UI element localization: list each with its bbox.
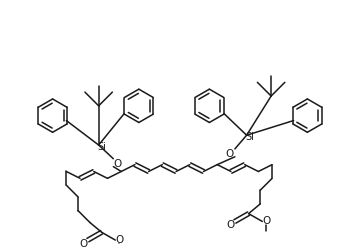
Text: Si: Si (97, 142, 106, 152)
Text: O: O (113, 159, 121, 169)
Text: Si: Si (245, 132, 254, 142)
Text: O: O (227, 220, 235, 230)
Text: O: O (115, 235, 123, 245)
Text: O: O (80, 239, 88, 249)
Text: O: O (226, 149, 234, 159)
Text: O: O (262, 216, 270, 226)
